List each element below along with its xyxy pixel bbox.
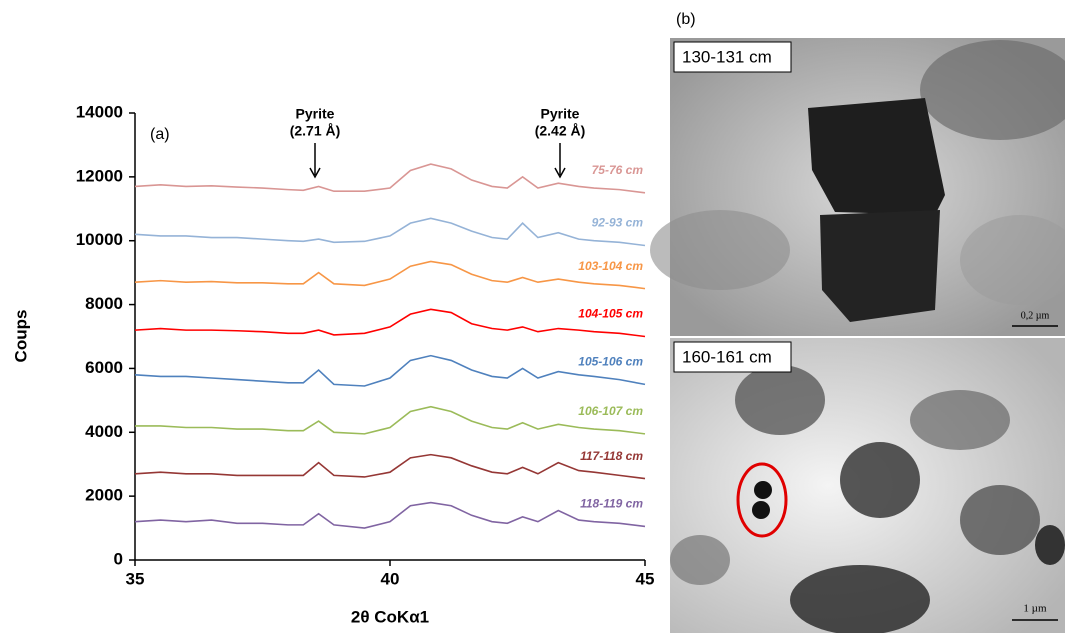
series-line	[134, 453, 646, 480]
series-label: 105-106 cm	[578, 355, 643, 369]
y-tick-label: 12000	[76, 166, 123, 185]
series-line	[135, 405, 646, 435]
y-tick-label: 14000	[76, 102, 123, 121]
scale-bar-label: 1 µm	[1023, 603, 1047, 615]
y-tick-label: 6000	[85, 358, 123, 377]
series-label: 104-105 cm	[578, 307, 643, 321]
series-line	[134, 354, 646, 387]
series-label: 117-118 cm	[580, 449, 643, 463]
y-axis-label: Coups	[11, 310, 30, 363]
micrograph: 160-161 cm 1 µm	[670, 338, 1065, 633]
panel-label: (a)	[150, 126, 170, 143]
annotation: Pyrite	[296, 106, 335, 122]
x-tick-label: 35	[126, 569, 145, 588]
scale-bar-label: 0,2 µm	[1021, 310, 1050, 321]
annotation: (2.71 Å)	[290, 123, 341, 139]
series-label: 92-93 cm	[592, 216, 644, 230]
y-tick-label: 10000	[76, 230, 123, 249]
image-caption: 130-131 cm	[682, 47, 772, 66]
image-caption: 160-161 cm	[682, 347, 772, 366]
series-line	[134, 501, 646, 529]
panel-label: (b)	[676, 11, 696, 28]
series-label: 75-76 cm	[592, 163, 644, 177]
series-line	[134, 163, 646, 194]
micrograph: 130-131 cm 0,2 µm	[650, 38, 1065, 336]
series-label: 106-107 cm	[578, 404, 643, 418]
annotation-arrowhead	[309, 167, 321, 179]
series-label: 118-119 cm	[580, 497, 643, 511]
series-label: 103-104 cm	[578, 259, 643, 273]
annotation: Pyrite	[541, 106, 580, 122]
series-line	[134, 308, 646, 338]
x-axis-label: 2θ CoKα1	[351, 607, 429, 626]
series-line	[134, 260, 646, 290]
y-tick-label: 4000	[85, 422, 123, 441]
annotation: (2.42 Å)	[535, 123, 586, 139]
y-tick-label: 8000	[85, 294, 123, 313]
series-line	[134, 217, 646, 247]
x-tick-label: 45	[636, 569, 655, 588]
x-tick-label: 40	[381, 569, 400, 588]
y-tick-label: 0	[114, 549, 123, 568]
annotation-arrowhead	[554, 167, 566, 179]
y-tick-label: 2000	[85, 486, 123, 505]
